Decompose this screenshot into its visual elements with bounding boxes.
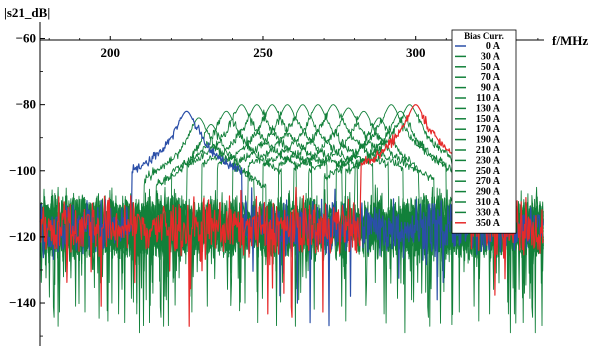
legend-entry: 330 A <box>476 207 501 218</box>
legend-box <box>451 29 517 234</box>
legend-entry: 250 A <box>476 166 501 177</box>
legend-entry: 70 A <box>481 72 501 83</box>
legend-entry: 110 A <box>476 93 500 104</box>
legend-entry: 230 A <box>476 155 501 166</box>
x-tick-label: 200 <box>101 45 121 60</box>
y-axis-label: |s21_dB| <box>4 5 50 20</box>
y-tick-label: −100 <box>9 163 36 178</box>
y-tick-label: −80 <box>16 97 36 112</box>
legend-entry: 270 A <box>476 176 501 187</box>
legend-title: Bias Curr. <box>464 31 504 41</box>
ticks: 200 250 300 −60 −80 −100 −120 −140 <box>9 31 539 337</box>
legend-entry: 0 A <box>486 41 501 52</box>
x-tick-label: 300 <box>406 45 426 60</box>
legend-entry: 310 A <box>476 197 501 208</box>
legend-entry: 290 A <box>476 187 501 198</box>
x-axis-label: f/MHz <box>552 33 588 48</box>
legend-entry: 190 A <box>476 135 501 146</box>
legend-entry: 30 A <box>481 51 501 62</box>
legend-entry: 130 A <box>476 103 501 114</box>
legend-entry: 350 A <box>476 218 501 229</box>
legend-entry: 150 A <box>476 114 501 125</box>
y-tick-label: −60 <box>16 31 36 46</box>
y-tick-label: −140 <box>9 295 36 310</box>
legend-entry: 210 A <box>476 145 501 156</box>
y-tick-label: −120 <box>9 229 36 244</box>
x-tick-label: 250 <box>253 45 273 60</box>
legend-entry: 170 A <box>476 124 501 135</box>
legend-entry: 90 A <box>481 83 501 94</box>
legend-entry: 50 A <box>481 62 501 73</box>
